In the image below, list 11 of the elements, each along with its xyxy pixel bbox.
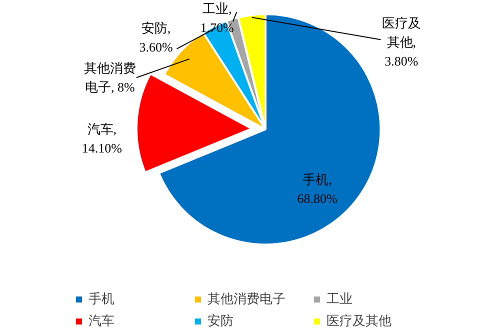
- data-label: 安防, 3.60%: [139, 20, 173, 54]
- legend-label: 其他消费电子: [208, 291, 286, 308]
- legend-label: 工业: [326, 291, 354, 308]
- data-label: 手机, 68.80%: [297, 172, 338, 206]
- legend-label: 手机: [88, 291, 116, 308]
- legend-label: 医疗及其他: [326, 313, 392, 330]
- data-label: 其他消费电子, 8%: [84, 60, 136, 95]
- legend-label: 安防: [208, 313, 234, 330]
- data-label: 汽车, 14.10%: [82, 122, 122, 156]
- data-label: 医疗及其他, 3.80%: [382, 15, 421, 68]
- legend-label: 汽车: [88, 313, 116, 330]
